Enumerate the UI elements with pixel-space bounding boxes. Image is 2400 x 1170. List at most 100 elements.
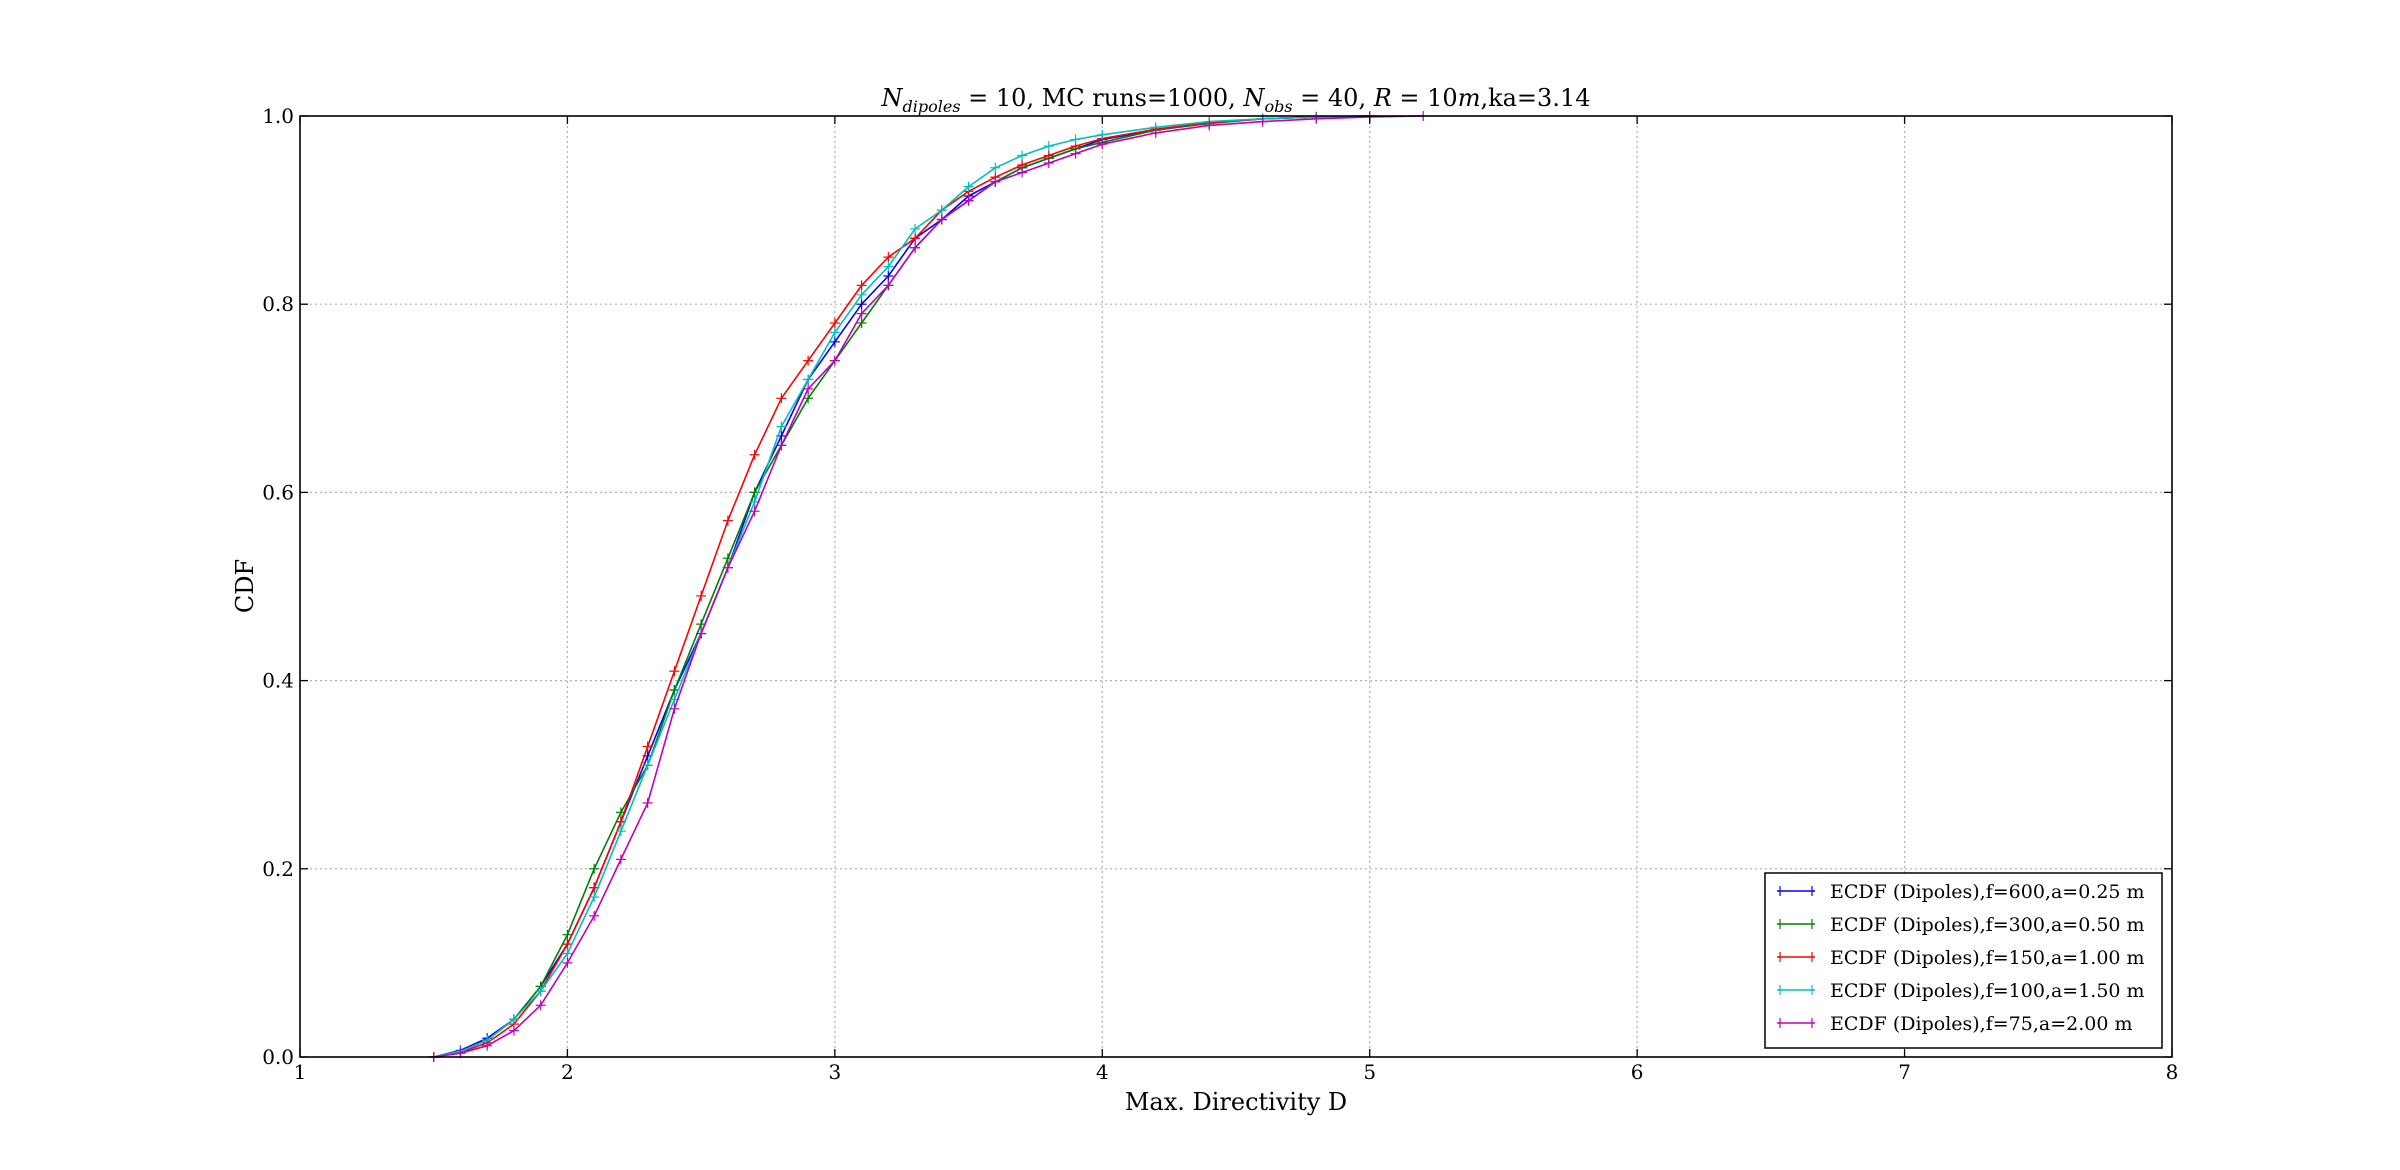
data-point bbox=[615, 854, 626, 865]
data-point bbox=[696, 628, 707, 639]
data-point bbox=[829, 327, 840, 338]
data-point bbox=[562, 929, 573, 940]
data-point bbox=[883, 252, 894, 263]
data-point bbox=[1070, 134, 1081, 145]
legend-box bbox=[1764, 872, 2163, 1049]
y-tick-label: 1.0 bbox=[262, 104, 294, 128]
data-point bbox=[589, 910, 600, 921]
data-point bbox=[1043, 158, 1054, 169]
data-point bbox=[910, 223, 921, 234]
y-tick-label: 0.4 bbox=[262, 669, 294, 693]
data-point bbox=[776, 393, 787, 404]
legend-label: ECDF (Dipoles),f=100,a=1.50 m bbox=[1830, 980, 2145, 1002]
data-point bbox=[1043, 141, 1054, 152]
legend-label: ECDF (Dipoles),f=300,a=0.50 m bbox=[1830, 914, 2145, 936]
data-point bbox=[1070, 148, 1081, 159]
data-point bbox=[482, 1040, 493, 1051]
data-point bbox=[856, 280, 867, 291]
data-point bbox=[803, 383, 814, 394]
series-layer bbox=[428, 111, 1429, 1062]
x-axis-label: Max. Directivity D bbox=[1125, 1088, 1347, 1116]
y-tick-label: 0.0 bbox=[262, 1045, 294, 1069]
data-point bbox=[749, 506, 760, 517]
legend-item: ECDF (Dipoles),f=100,a=1.50 m bbox=[1777, 980, 2145, 1002]
grid-layer bbox=[300, 116, 2172, 1057]
x-tick-label: 6 bbox=[1631, 1060, 1644, 1084]
data-point bbox=[910, 233, 921, 244]
x-tick-label: 1 bbox=[294, 1060, 307, 1084]
tick-layer: 1 2 3 4 5 6 7 8 0.0 0.2 0.4 0.6 0.8 1.0 bbox=[262, 104, 2178, 1084]
data-point bbox=[990, 162, 1001, 173]
data-point bbox=[856, 299, 867, 310]
y-axis-label: CDF bbox=[231, 559, 259, 613]
data-point bbox=[642, 760, 653, 771]
data-point bbox=[803, 374, 814, 385]
data-point bbox=[829, 336, 840, 347]
data-point bbox=[1017, 150, 1028, 161]
data-point bbox=[1017, 167, 1028, 178]
data-point bbox=[508, 1014, 519, 1025]
legend-item: ECDF (Dipoles),f=75,a=2.00 m bbox=[1777, 1013, 2133, 1035]
legend-item: ECDF (Dipoles),f=300,a=0.50 m bbox=[1777, 914, 2145, 936]
data-point bbox=[615, 826, 626, 837]
data-point bbox=[936, 205, 947, 216]
legend-label: ECDF (Dipoles),f=75,a=2.00 m bbox=[1830, 1013, 2133, 1035]
data-point bbox=[1097, 129, 1108, 140]
plot-frame bbox=[299, 115, 2173, 1058]
data-point bbox=[535, 1000, 546, 1011]
y-tick-label: 0.8 bbox=[262, 292, 294, 316]
legend-item: ECDF (Dipoles),f=600,a=0.25 m bbox=[1777, 881, 2145, 903]
data-point bbox=[803, 355, 814, 366]
data-point bbox=[1204, 120, 1215, 131]
data-point bbox=[562, 948, 573, 959]
x-tick-label: 2 bbox=[561, 1060, 574, 1084]
data-point bbox=[508, 1025, 519, 1036]
data-point bbox=[829, 355, 840, 366]
data-point bbox=[829, 318, 840, 329]
y-tick-label: 0.2 bbox=[262, 857, 294, 881]
x-tick-label: 3 bbox=[828, 1060, 841, 1084]
data-point bbox=[589, 863, 600, 874]
data-point bbox=[990, 176, 1001, 187]
data-point bbox=[1097, 139, 1108, 150]
data-point bbox=[722, 515, 733, 526]
x-tick-label: 7 bbox=[1898, 1060, 1911, 1084]
legend-item: ECDF (Dipoles),f=150,a=1.00 m bbox=[1777, 947, 2145, 969]
x-tick-label: 5 bbox=[1363, 1060, 1376, 1084]
data-point bbox=[856, 318, 867, 329]
data-point bbox=[669, 703, 680, 714]
data-point bbox=[856, 308, 867, 319]
x-tick-label: 4 bbox=[1096, 1060, 1109, 1084]
data-point bbox=[642, 741, 653, 752]
data-point bbox=[562, 957, 573, 968]
data-point bbox=[562, 939, 573, 950]
data-point bbox=[883, 261, 894, 272]
data-point bbox=[696, 590, 707, 601]
data-point bbox=[749, 449, 760, 460]
legend-items: ECDF (Dipoles),f=600,a=0.25 m ECDF (Dipol… bbox=[1777, 881, 2145, 1035]
y-tick-label: 0.6 bbox=[262, 480, 294, 504]
legend: ECDF (Dipoles),f=600,a=0.25 m ECDF (Dipol… bbox=[1764, 872, 2163, 1049]
data-point bbox=[963, 181, 974, 192]
data-point bbox=[1257, 116, 1268, 127]
series-line bbox=[433, 115, 1424, 1058]
series-5 bbox=[428, 111, 1429, 1062]
data-point bbox=[883, 280, 894, 291]
data-point bbox=[776, 440, 787, 451]
data-point bbox=[856, 289, 867, 300]
data-point bbox=[910, 242, 921, 253]
data-point bbox=[883, 270, 894, 281]
data-point bbox=[803, 393, 814, 404]
data-point bbox=[936, 214, 947, 225]
data-point bbox=[642, 797, 653, 808]
data-point bbox=[963, 195, 974, 206]
data-point bbox=[1150, 127, 1161, 138]
legend-label: ECDF (Dipoles),f=600,a=0.25 m bbox=[1830, 881, 2145, 903]
data-point bbox=[535, 986, 546, 997]
data-point bbox=[669, 666, 680, 677]
chart-title: Ndipoles = 10, MC runs=1000, Nobs = 40, … bbox=[881, 84, 1591, 116]
x-tick-label: 8 bbox=[2166, 1060, 2179, 1084]
legend-label: ECDF (Dipoles),f=150,a=1.00 m bbox=[1830, 947, 2145, 969]
data-point bbox=[722, 562, 733, 573]
